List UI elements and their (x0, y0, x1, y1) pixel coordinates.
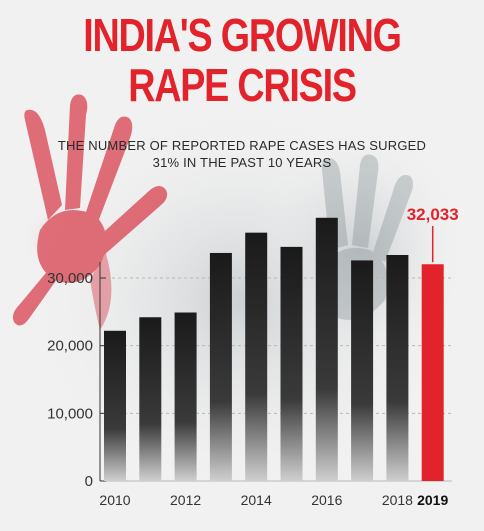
red-handprint-icon (12, 94, 168, 330)
y-tick-label: 20,000 (47, 338, 93, 355)
bar-2010 (104, 330, 126, 481)
x-tick-label: 2012 (170, 492, 201, 508)
x-tick-label: 2016 (311, 492, 342, 508)
bar-2015 (280, 246, 303, 481)
bar-2017 (351, 260, 374, 481)
x-tick-label: 2018 (382, 492, 413, 508)
x-tick-label: 2019 (417, 492, 448, 508)
chart-title-line1: INDIA'S GROWING (83, 9, 402, 61)
bars (104, 217, 444, 481)
bar-2016 (315, 217, 338, 481)
y-tick-label: 30,000 (47, 270, 93, 287)
y-axis-labels: 0 10,000 20,000 30,000 (47, 270, 93, 490)
y-tick-label: 0 (85, 473, 93, 490)
x-tick-label: 2014 (241, 492, 272, 508)
bar-2018 (386, 254, 409, 481)
bar-2013 (209, 252, 232, 481)
annotations: 32,033 (407, 205, 459, 263)
x-axis-labels: 2010 2012 2014 2016 2018 2019 (99, 492, 448, 508)
bar-2019 (421, 264, 444, 481)
chart-subtitle-line2: 31% IN THE PAST 10 YEARS (152, 155, 332, 170)
bar-2011 (139, 317, 162, 481)
highlight-value-label: 32,033 (407, 205, 459, 224)
bar-2014 (245, 232, 268, 481)
chart-title-line2: RAPE CRISIS (128, 59, 357, 111)
y-tick-label: 10,000 (47, 405, 93, 422)
bar-2012 (174, 312, 197, 481)
x-tick-label: 2010 (99, 492, 130, 508)
chart-subtitle-line1: THE NUMBER OF REPORTED RAPE CASES HAS SU… (57, 138, 427, 153)
